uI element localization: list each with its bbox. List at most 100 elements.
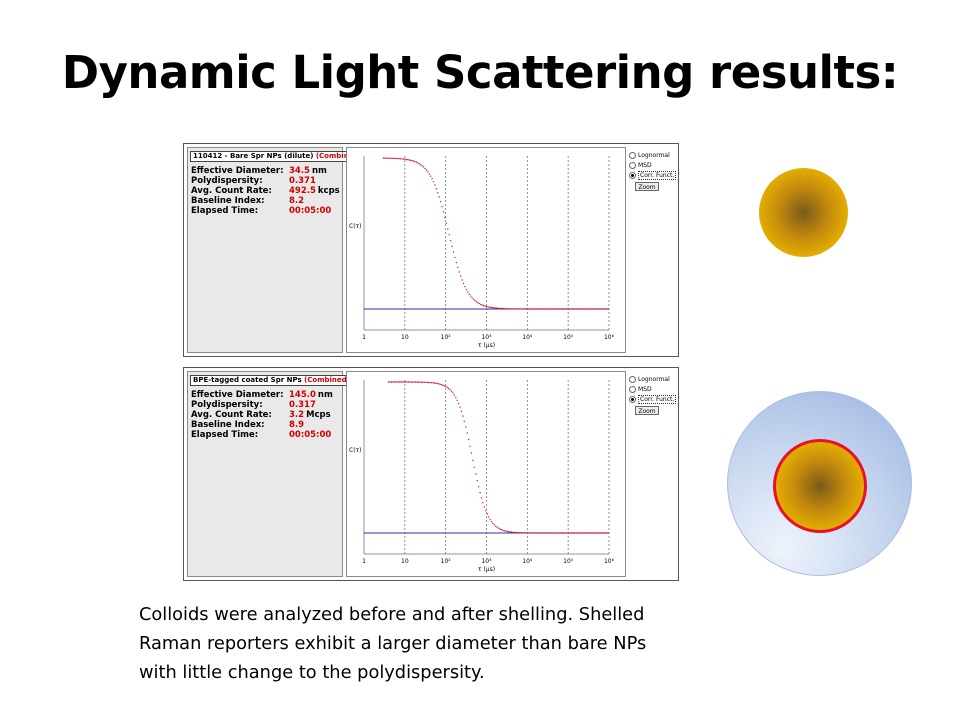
data-point bbox=[532, 532, 534, 534]
data-point bbox=[458, 271, 460, 273]
data-point bbox=[468, 293, 470, 295]
data-point bbox=[517, 531, 520, 534]
data-point bbox=[457, 266, 459, 269]
data-point bbox=[568, 308, 570, 310]
data-point bbox=[531, 308, 533, 310]
data-point bbox=[462, 282, 465, 285]
data-point bbox=[490, 306, 492, 309]
stat-label: Effective Diameter: bbox=[191, 390, 284, 400]
radio-icon[interactable] bbox=[629, 161, 636, 169]
x-axis-label: τ (µs) bbox=[478, 566, 495, 573]
radio-selected-icon[interactable] bbox=[629, 395, 636, 403]
data-point bbox=[552, 532, 554, 534]
data-point bbox=[548, 308, 550, 310]
data-point bbox=[409, 159, 412, 161]
data-point bbox=[465, 426, 467, 428]
data-point bbox=[395, 157, 397, 160]
radio-selected-icon[interactable] bbox=[629, 171, 636, 179]
data-point bbox=[532, 308, 535, 310]
stat-value: 00:05:00 bbox=[289, 430, 332, 440]
data-point bbox=[528, 308, 530, 310]
data-point bbox=[476, 480, 478, 482]
data-point bbox=[530, 532, 533, 534]
data-point bbox=[545, 532, 547, 534]
stat-label: Effective Diameter: bbox=[191, 166, 284, 176]
option-corr-funct[interactable]: Corr. Funct. bbox=[629, 394, 677, 404]
data-point bbox=[492, 522, 494, 525]
x-tick-label: 1 bbox=[362, 558, 366, 565]
data-point bbox=[471, 297, 473, 299]
stat-row-count-rate: Avg. Count Rate: 492.5 kcps bbox=[191, 186, 340, 196]
data-point bbox=[580, 308, 582, 310]
data-point bbox=[505, 308, 508, 310]
data-point bbox=[572, 308, 575, 310]
data-point bbox=[457, 402, 460, 405]
data-point bbox=[578, 308, 580, 310]
radio-icon[interactable] bbox=[629, 375, 636, 383]
data-point bbox=[520, 308, 522, 310]
data-point bbox=[417, 162, 419, 164]
option-lognormal[interactable]: Lognormal bbox=[629, 150, 677, 160]
data-point bbox=[573, 532, 576, 534]
data-point bbox=[566, 532, 568, 534]
data-point bbox=[392, 157, 395, 160]
option-msd[interactable]: MSD bbox=[629, 384, 677, 394]
data-point bbox=[565, 532, 567, 534]
data-point bbox=[582, 532, 584, 534]
data-point bbox=[420, 381, 423, 383]
data-point bbox=[467, 438, 470, 441]
data-point bbox=[479, 491, 481, 494]
data-point bbox=[394, 157, 396, 160]
data-point bbox=[477, 486, 480, 488]
data-point bbox=[389, 381, 391, 383]
x-tick-label: 10⁶ bbox=[604, 558, 615, 565]
data-point bbox=[442, 211, 445, 213]
data-point bbox=[512, 531, 514, 533]
option-corr-funct[interactable]: Corr. Funct. bbox=[629, 170, 677, 180]
option-msd[interactable]: MSD bbox=[629, 160, 677, 170]
data-point bbox=[415, 161, 418, 163]
data-point bbox=[580, 532, 583, 534]
radio-icon[interactable] bbox=[629, 151, 636, 159]
data-point bbox=[599, 532, 601, 534]
stat-row-diameter: Effective Diameter: 145.0 nm bbox=[191, 390, 333, 400]
data-point bbox=[504, 308, 506, 310]
data-point bbox=[513, 531, 516, 534]
data-point bbox=[413, 381, 415, 383]
data-point bbox=[561, 308, 563, 310]
radio-icon[interactable] bbox=[629, 385, 636, 393]
stat-value: 0.371 bbox=[289, 176, 316, 186]
stat-value: 3.2 bbox=[289, 410, 305, 420]
data-point bbox=[491, 306, 493, 309]
data-point bbox=[469, 445, 471, 447]
data-point bbox=[425, 169, 428, 171]
data-point bbox=[579, 532, 581, 534]
data-point bbox=[459, 406, 461, 408]
data-point bbox=[542, 308, 545, 310]
correlation-chart: 1 10 10² 10³ 10⁴ 10⁵ 10⁶ C(τ) τ (µs) bbox=[349, 380, 615, 573]
stat-unit: nm bbox=[311, 166, 327, 176]
zoom-button[interactable]: Zoom bbox=[635, 182, 659, 191]
data-point bbox=[463, 420, 465, 422]
data-point bbox=[452, 392, 454, 394]
data-point bbox=[550, 308, 552, 310]
option-lognormal[interactable]: Lognormal bbox=[629, 374, 677, 384]
data-point bbox=[480, 303, 482, 306]
data-point bbox=[592, 532, 594, 534]
data-point bbox=[428, 173, 430, 175]
data-point bbox=[563, 532, 566, 534]
data-point bbox=[382, 157, 385, 159]
data-point bbox=[487, 516, 490, 518]
data-point bbox=[542, 532, 544, 534]
data-point bbox=[507, 308, 509, 310]
data-point bbox=[551, 308, 553, 310]
data-point bbox=[605, 532, 607, 534]
zoom-button[interactable]: Zoom bbox=[635, 406, 659, 415]
data-point bbox=[533, 532, 536, 534]
data-point bbox=[526, 532, 528, 534]
data-point bbox=[404, 158, 406, 160]
data-point bbox=[443, 385, 445, 387]
data-point bbox=[554, 308, 556, 310]
y-axis-label: C(τ) bbox=[349, 447, 361, 454]
data-point bbox=[560, 532, 563, 534]
